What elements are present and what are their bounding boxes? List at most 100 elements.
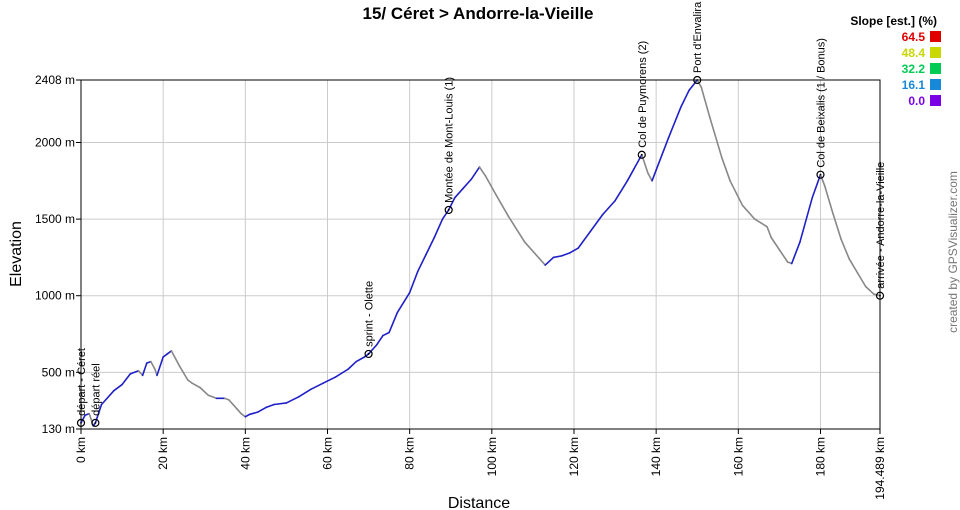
elevation-series [80,79,881,427]
elevation-segment [228,399,238,410]
elevation-segment [121,373,132,386]
elevation-segment [408,270,419,294]
chart-title: 15/ Céret > Andorre-la-Vieille [362,4,593,23]
x-axis-label: Distance [448,495,510,510]
y-tick-label: 1500 m [35,212,75,226]
waypoint-marker [875,291,885,300]
grid-lines [80,79,881,430]
x-tick-label: 40 km [238,437,252,470]
x-tick-label: 194.489 km [873,437,887,500]
y-tick-label: 130 m [42,422,75,436]
elevation-segment [540,259,547,266]
elevation-segment [799,196,814,243]
legend-swatch [930,47,941,58]
y-tick-label: 1000 m [35,289,75,303]
elevation-segment [651,169,657,182]
elevation-segment [696,79,703,89]
elevation-segment [88,412,95,427]
elevation-segment [447,196,456,211]
elevation-segment [766,225,772,239]
elevation-segment [156,356,164,377]
elevation-segment [141,362,148,377]
legend-swatch [930,95,941,106]
elevation-segment [552,255,563,259]
elevation-segment [367,343,378,355]
legend-entry-value: 16.1 [902,78,926,92]
x-tick-label: 140 km [649,437,663,476]
waypoint-center [80,421,82,424]
elevation-segment [729,180,744,207]
elevation-segment [113,383,123,392]
y-tick-label: 500 m [42,365,75,379]
legend-entry-value: 64.5 [902,30,926,44]
elevation-segment [170,350,181,367]
waypoint-center [696,79,699,81]
elevation-segment [864,285,875,295]
elevation-segment [848,258,859,274]
elevation-segment [856,271,867,288]
elevation-segment [256,406,267,413]
elevation-segment [462,178,473,190]
waypoint-marker [91,418,100,427]
elevation-segment [708,115,723,159]
elevation-segment [569,247,579,254]
elevation-segment [741,204,756,220]
plot-frame [80,79,881,430]
elevation-segment [334,368,349,378]
waypoint-label: Col de Beixalis (1 / Bonus) [815,38,827,168]
legend-title: Slope [est.] (%) [850,14,937,28]
x-tick-label: 60 km [320,437,334,470]
waypoint-label: sprint - Olette [364,281,376,347]
x-axis-ticks: 0 km 20 km 40 km 60 km 80 km 100 km 120 km 140 … [74,429,887,500]
elevation-segment [454,187,464,199]
elevation-segment [832,212,842,240]
elevation-segment [790,241,801,265]
elevation-segment [396,291,411,314]
elevation-segment [753,218,768,228]
elevation-segment [433,218,444,239]
waypoint-center [94,421,97,424]
legend-entry-value: 32.2 [902,62,926,76]
elevation-segment [667,106,682,139]
x-tick-label: 160 km [731,437,745,476]
elevation-segment [207,394,218,400]
legend-swatch [930,31,941,42]
waypoint-markers: départ - Céret départ réel sprint - Olette… [76,1,887,427]
x-tick-label: 80 km [403,437,417,470]
waypoint-label: Montée de Mont-Louis (1) [444,77,456,203]
waypoint-marker [816,170,825,179]
elevation-segment [770,236,781,251]
elevation-segment [778,248,789,263]
elevation-segment [700,86,711,118]
elevation-segment [178,365,189,381]
waypoint-center [640,153,643,156]
elevation-segment [199,386,210,397]
elevation-segment [507,215,526,243]
elevation-segment [375,334,384,346]
x-tick-label: 100 km [485,437,499,476]
x-tick-label: 180 km [813,437,827,476]
elevation-segment [355,356,366,363]
elevation-segment [655,137,670,171]
slope-legend: Slope [est.] (%) 64.5 48.4 32.2 16.1 0.0 [850,14,941,108]
elevation-segment [191,382,201,389]
legend-swatch [930,63,941,74]
elevation-segment [236,408,243,415]
elevation-segment [162,353,169,358]
waypoint-center [819,173,822,176]
x-tick-label: 120 km [567,437,581,476]
elevation-segment [544,256,555,266]
y-tick-label: 2408 m [35,73,75,87]
elevation-segment [840,238,851,260]
elevation-segment [441,209,450,220]
elevation-segment [560,252,571,257]
elevation-segment [679,89,690,109]
elevation-segment [484,175,497,196]
waypoint-label: Col de Puymorens (2) [637,41,649,148]
waypoint-marker [637,150,646,159]
elevation-segment [819,173,826,187]
elevation-segment [347,360,358,371]
elevation-segment [137,369,144,377]
elevation-segment [626,153,643,182]
